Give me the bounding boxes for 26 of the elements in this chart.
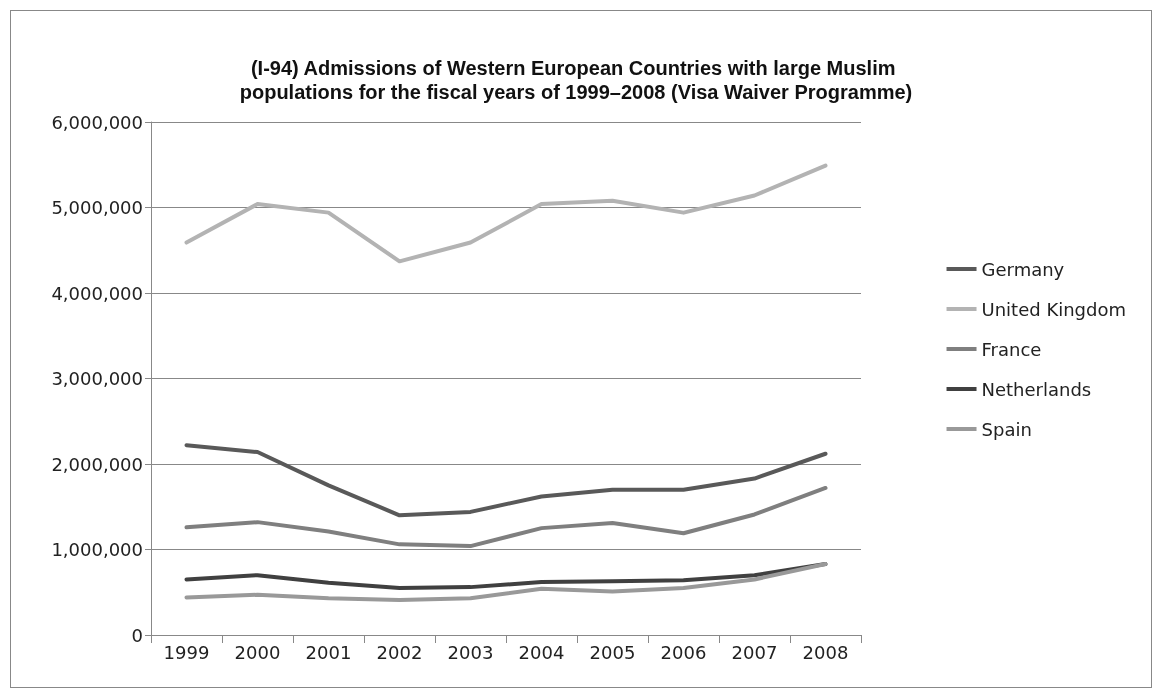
legend-label: France <box>981 338 1042 360</box>
x-tick-label: 2001 <box>305 641 352 663</box>
y-tick-label: 4,000,000 <box>51 282 143 304</box>
x-tick-label: 2008 <box>802 641 849 663</box>
y-tick-label: 3,000,000 <box>51 368 143 389</box>
legend-label: Netherlands <box>981 378 1092 400</box>
y-tick-label: 1,000,000 <box>51 539 143 560</box>
x-tick-label: 2006 <box>660 641 707 663</box>
y-tick-label: 5,000,000 <box>51 197 143 218</box>
x-tick-label: 2003 <box>447 641 494 663</box>
x-tick-label: 2002 <box>376 641 423 663</box>
x-tick-label: 2000 <box>234 641 281 663</box>
y-tick-label: 6,000,000 <box>51 111 143 133</box>
y-tick-label: 2,000,000 <box>51 453 143 475</box>
x-tick-label: 2005 <box>589 641 636 663</box>
line-series <box>184 443 828 518</box>
line-series <box>184 163 828 264</box>
x-tick-label: 2007 <box>731 641 778 663</box>
legend-label: United Kingdom <box>981 298 1127 320</box>
legend-label: Spain <box>981 418 1032 440</box>
chart-title: (I-94) Admissions of Western European Countries with large Muslim populations for the fiscal years of 1999–2008 (Visa Waiver Programme) <box>239 57 913 103</box>
x-tick-label: 2004 <box>518 641 565 663</box>
line-series <box>184 562 828 602</box>
x-tick-label: 1999 <box>163 641 210 663</box>
y-tick-label: 0 <box>131 624 143 646</box>
legend-label: Germany <box>981 258 1065 280</box>
